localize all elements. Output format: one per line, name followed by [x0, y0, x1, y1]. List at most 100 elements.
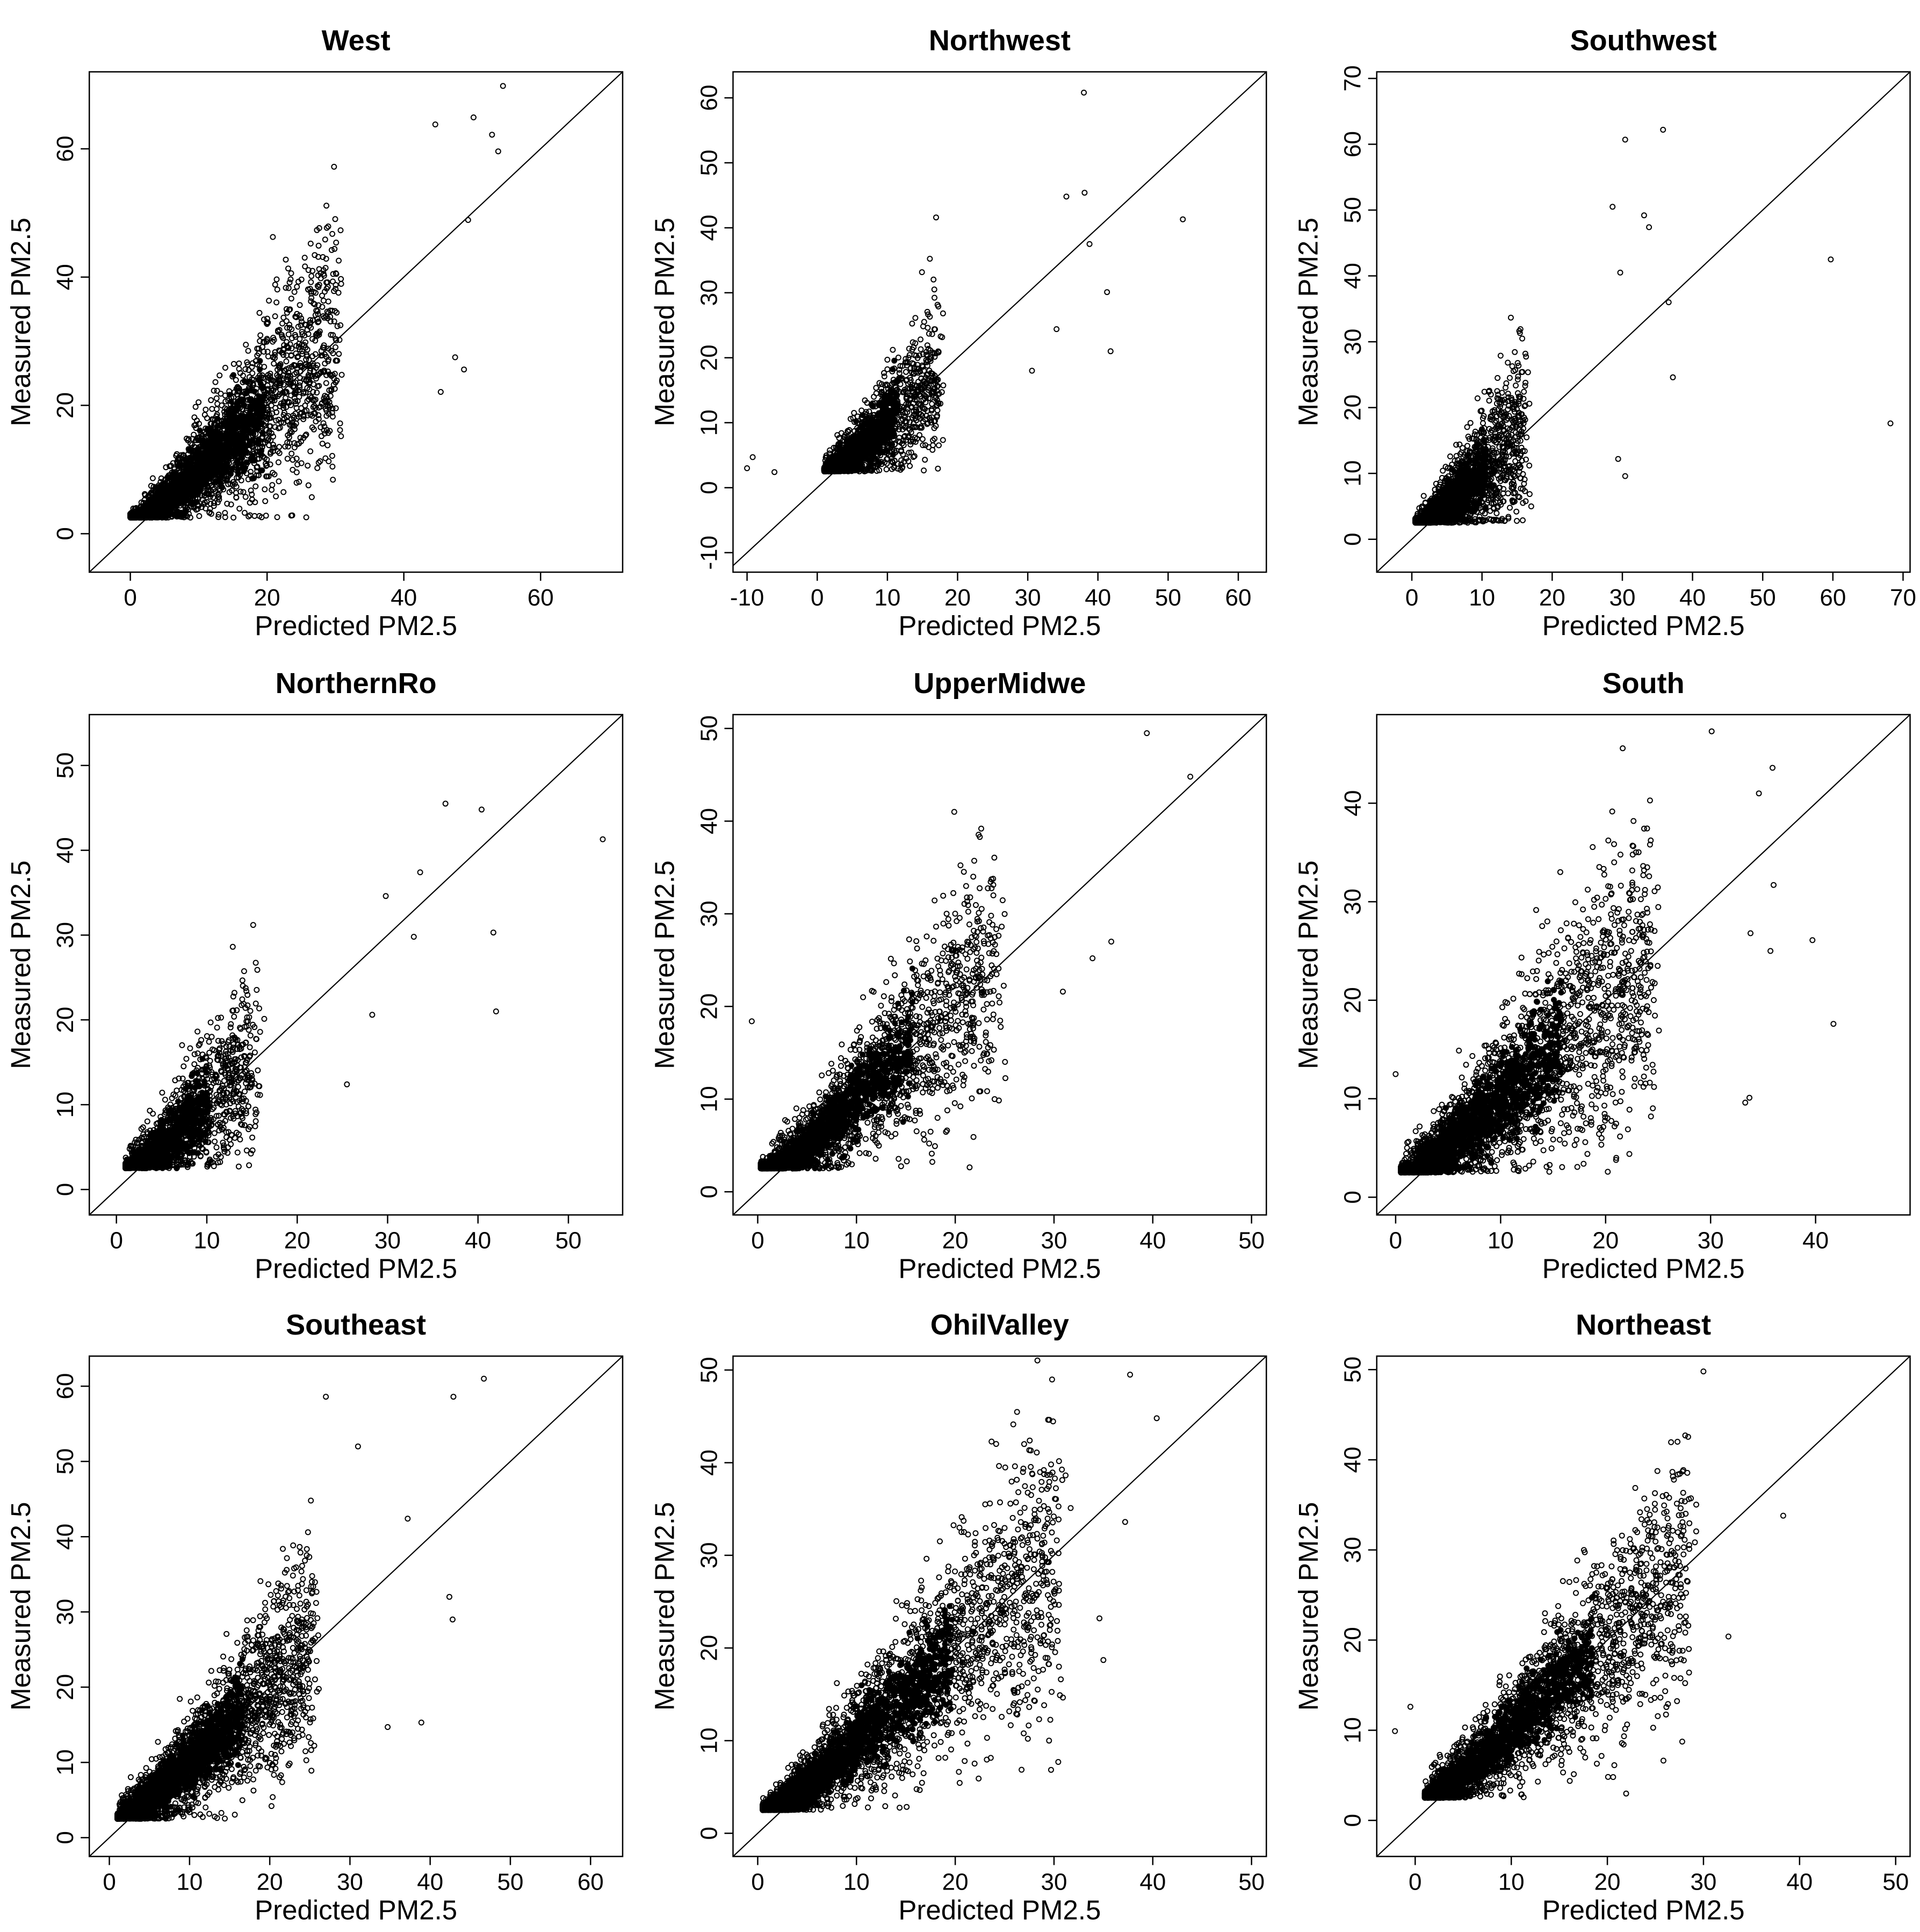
- data-point: [327, 371, 333, 378]
- data-point: [308, 494, 315, 500]
- data-point: [283, 256, 289, 263]
- data-point: [921, 467, 927, 474]
- outlier-point: [489, 132, 495, 138]
- outlier-point: [461, 366, 467, 373]
- data-point: [268, 402, 275, 409]
- data-point: [288, 352, 294, 359]
- data-point: [301, 408, 308, 414]
- data-point: [248, 487, 254, 494]
- y-tick-label: 0: [52, 527, 78, 540]
- data-point: [270, 442, 276, 448]
- data-point: [289, 512, 295, 518]
- data-point: [280, 314, 287, 321]
- data-point: [208, 434, 215, 440]
- data-point: [933, 403, 940, 409]
- panel-northwest: Northwest-10 0 10 20 30 40 50 60-10010203040506…: [649, 25, 1267, 641]
- data-point: [314, 283, 321, 289]
- data-point: [254, 352, 261, 359]
- data-point: [169, 501, 175, 507]
- data-point: [291, 426, 298, 432]
- data-point: [296, 394, 302, 400]
- data-point: [284, 456, 291, 462]
- data-point: [321, 367, 327, 374]
- data-point: [305, 331, 312, 337]
- data-point: [298, 438, 305, 444]
- data-point: [222, 365, 228, 371]
- data-point: [242, 494, 249, 500]
- data-point: [258, 421, 264, 427]
- data-point: [234, 431, 240, 438]
- data-point: [330, 477, 336, 483]
- data-point: [303, 377, 309, 383]
- data-point: [295, 343, 302, 350]
- data-point: [252, 483, 259, 489]
- data-point: [215, 511, 222, 518]
- data-point: [290, 412, 297, 419]
- data-point: [279, 333, 285, 340]
- data-point: [898, 417, 904, 423]
- data-point: [203, 505, 209, 511]
- outlier-point: [437, 389, 444, 395]
- data-point: [312, 397, 319, 403]
- data-point: [234, 445, 241, 452]
- data-point: [220, 456, 227, 463]
- data-point: [246, 513, 252, 520]
- data-point: [325, 224, 331, 229]
- data-point: [256, 309, 263, 316]
- data-point: [262, 486, 268, 493]
- data-point: [324, 442, 331, 449]
- data-point: [241, 468, 247, 474]
- data-point: [307, 286, 313, 292]
- data-point: [327, 393, 334, 399]
- data-point: [209, 471, 215, 477]
- data-point: [234, 388, 241, 395]
- data-point: [256, 513, 263, 519]
- data-point: [297, 382, 302, 388]
- data-point: [304, 353, 310, 359]
- x-tick-label: 0: [124, 585, 136, 611]
- data-point: [161, 513, 168, 520]
- data-point: [320, 254, 326, 260]
- data-point: [249, 370, 256, 377]
- data-point: [315, 372, 321, 378]
- outlier-point: [452, 354, 458, 361]
- data-point: [323, 225, 330, 231]
- data-point: [270, 434, 276, 439]
- data-point: [338, 276, 344, 282]
- data-point: [272, 282, 278, 288]
- data-point: [329, 409, 335, 416]
- data-point: [249, 437, 256, 443]
- data-point: [297, 435, 304, 441]
- data-point: [293, 401, 299, 407]
- data-point: [302, 432, 308, 439]
- data-point: [214, 401, 221, 407]
- data-point: [157, 509, 164, 515]
- data-point: [148, 498, 154, 504]
- data-point: [307, 240, 314, 247]
- data-point: [269, 487, 275, 493]
- data-point: [317, 275, 324, 282]
- data-point: [265, 353, 271, 359]
- data-point: [270, 234, 276, 240]
- data-point: [276, 450, 283, 456]
- data-point: [287, 381, 293, 388]
- data-point: [294, 284, 300, 290]
- data-point: [325, 430, 331, 436]
- data-point: [898, 457, 905, 464]
- data-point: [931, 425, 937, 431]
- data-point: [230, 361, 237, 367]
- data-point: [929, 331, 935, 337]
- data-point: [283, 366, 290, 372]
- data-point: [182, 489, 189, 496]
- data-point: [249, 376, 255, 383]
- data-point: [283, 358, 290, 365]
- data-point: [315, 284, 322, 290]
- data-point: [312, 351, 319, 357]
- data-point: [187, 514, 193, 521]
- data-point: [935, 304, 942, 309]
- data-point: [939, 334, 945, 341]
- data-point: [264, 319, 270, 326]
- data-point: [921, 367, 927, 374]
